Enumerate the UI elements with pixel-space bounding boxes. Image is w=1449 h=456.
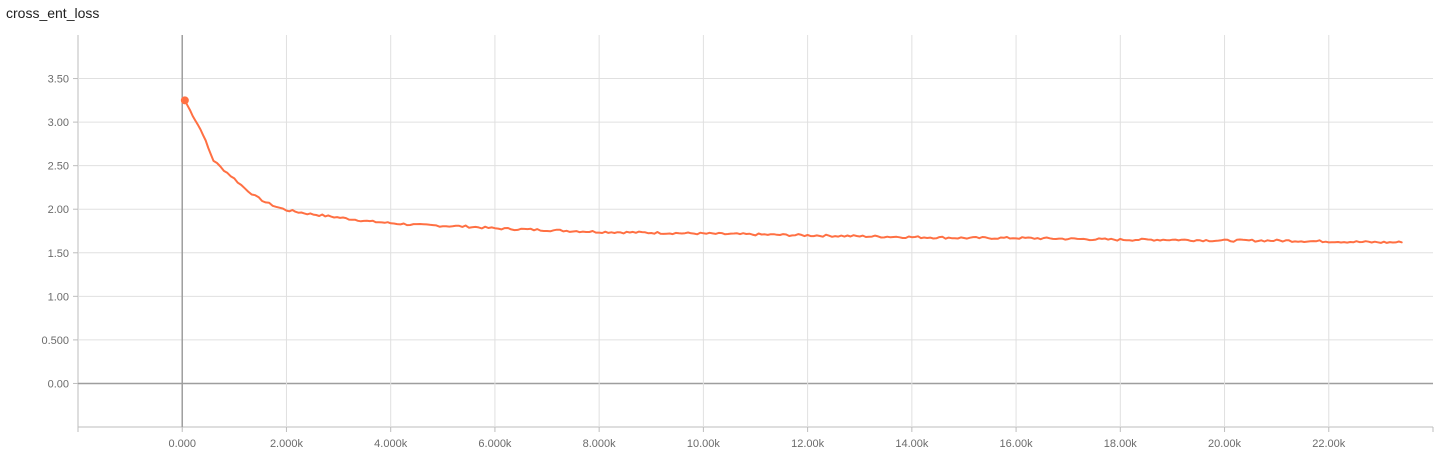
x-tick-label: 18.00k — [1104, 438, 1138, 450]
y-tick-label: 3.50 — [48, 74, 69, 86]
x-tick-label: 12.00k — [791, 438, 825, 450]
x-tick-label: 6.000k — [478, 438, 512, 450]
y-tick-label: 1.00 — [48, 291, 69, 303]
x-tick-label: 16.00k — [1000, 438, 1034, 450]
y-tick-label: 0.500 — [41, 335, 69, 347]
x-tick-label: 20.00k — [1208, 438, 1242, 450]
series-line-cross_ent_loss — [183, 99, 1403, 244]
x-tick-label: 4.000k — [374, 438, 408, 450]
x-tick-label: 0.000 — [168, 438, 196, 450]
series-start-point — [180, 96, 189, 105]
y-tick-label: 2.50 — [48, 161, 69, 173]
x-tick-label: 22.00k — [1312, 438, 1346, 450]
x-tick-label: 14.00k — [895, 438, 929, 450]
x-tick-label: 2.000k — [270, 438, 304, 450]
x-tick-label: 10.00k — [687, 438, 721, 450]
y-tick-label: 0.00 — [48, 378, 69, 390]
x-tick-label: 8.000k — [583, 438, 617, 450]
chart-title: cross_ent_loss — [6, 5, 100, 21]
y-tick-label: 3.00 — [48, 117, 69, 129]
y-tick-label: 1.50 — [48, 248, 69, 260]
y-tick-label: 2.00 — [48, 204, 69, 216]
